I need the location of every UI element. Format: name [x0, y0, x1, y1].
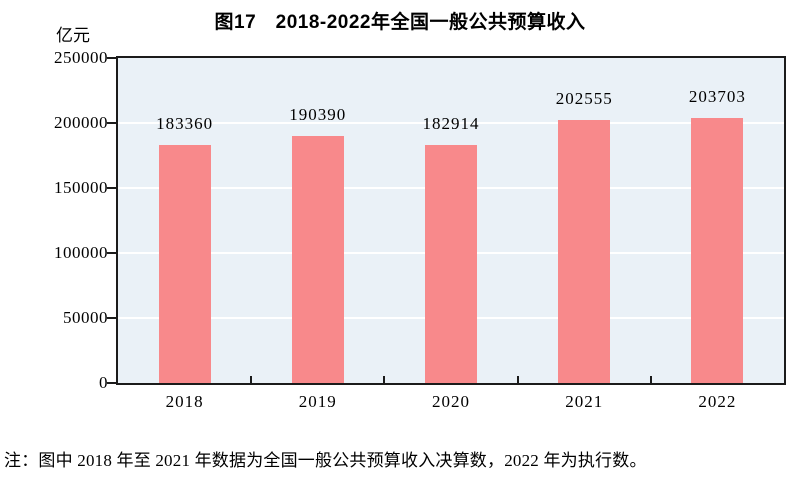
chart-title: 图17 2018-2022年全国一般公共预算收入: [214, 12, 586, 33]
x-tick-label: 2021: [565, 392, 604, 411]
x-tick-mark: [649, 376, 652, 383]
bar-value-label: 182914: [422, 114, 480, 134]
x-tick-label: 2018: [165, 392, 204, 411]
y-tick-label: 100000: [54, 243, 108, 262]
x-tick-mark: [516, 376, 519, 383]
x-tick-label: 2020: [432, 392, 470, 411]
bar: [158, 144, 211, 383]
y-tick-mark: [107, 382, 116, 384]
bar-value-label: 203703: [688, 87, 746, 107]
x-tick-label: 2019: [298, 392, 337, 411]
label-layer: 183360 190390 182914 202555 203703: [118, 58, 784, 383]
y-tick-label: 150000: [54, 178, 108, 197]
bar: [291, 135, 344, 383]
y-tick-mark: [107, 122, 116, 124]
y-tick-mark: [107, 252, 116, 254]
bar: [691, 118, 744, 383]
y-tick-label: 0: [99, 373, 108, 392]
x-tick-mark: [383, 376, 386, 383]
plot-area: 183360 190390 182914 202555 203703: [116, 56, 786, 385]
x-tick-mark: [250, 376, 253, 383]
y-tick-label: 250000: [54, 48, 108, 67]
bar-layer: [118, 58, 784, 383]
bar: [558, 119, 611, 383]
y-tick-mark: [107, 187, 116, 189]
y-tick-mark: [107, 317, 116, 319]
bar-value-label: 202555: [555, 88, 613, 108]
y-tick-mark: [107, 57, 116, 59]
bar-value-label: 183360: [156, 113, 214, 133]
gridline: [118, 122, 784, 124]
bar-value-label: 190390: [289, 104, 347, 124]
y-tick-label: 200000: [54, 113, 108, 132]
x-tick-label: 2022: [698, 392, 737, 411]
y-tick-label: 50000: [63, 308, 108, 327]
y-axis-unit-label: 亿元: [56, 26, 90, 45]
bar: [425, 145, 477, 383]
chart-note: 注：图中 2018 年至 2021 年数据为全国一般公共预算收入决算数，2022…: [4, 451, 647, 470]
